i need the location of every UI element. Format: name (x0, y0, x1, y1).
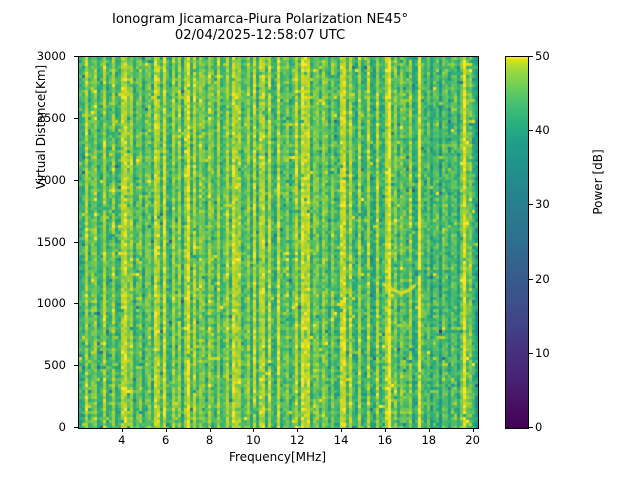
x-tick-mark (121, 428, 123, 432)
x-tick-label: 8 (205, 433, 214, 447)
x-tick-label: 18 (421, 433, 437, 447)
title-line-1: Ionogram Jicamarca-Piura Polarization NE… (111, 12, 409, 27)
x-tick-label: 10 (246, 433, 261, 447)
plot-axes (78, 56, 479, 429)
x-tick-mark (472, 428, 474, 432)
x-tick-label: 4 (118, 433, 126, 447)
y-tick-label: 500 (44, 358, 66, 373)
x-tick-mark (341, 428, 343, 432)
x-tick-label: 16 (377, 433, 393, 447)
y-tick-mark (74, 365, 78, 367)
x-axis-label: Frequency[MHz] (228, 450, 327, 464)
x-tick-mark (209, 428, 211, 432)
y-tick-label: 0 (58, 420, 66, 434)
colorbar-tick-mark (528, 352, 533, 354)
x-tick-mark (165, 428, 167, 432)
colorbar-tick-mark (528, 204, 533, 206)
colorbar-tick-mark (528, 56, 533, 57)
colorbar-label: Power [dB] (591, 149, 605, 215)
y-tick-label: 2500 (36, 110, 66, 125)
colorbar-tick-label: 30 (535, 197, 550, 212)
colorbar-tick-label: 20 (535, 271, 550, 286)
x-tick-mark (428, 428, 430, 432)
page-title: Ionogram Jicamarca-Piura Polarization NE… (0, 12, 520, 44)
y-tick-label: 2000 (36, 172, 66, 187)
colorbar-tick-mark (528, 278, 533, 280)
y-tick-label: 1000 (36, 296, 66, 311)
x-tick-label: 6 (162, 433, 170, 447)
x-tick-mark (253, 428, 255, 432)
colorbar-tick-label: 0 (535, 420, 543, 434)
x-tick-label: 20 (465, 433, 480, 447)
x-tick-label: 12 (289, 433, 305, 447)
y-tick-label: 3000 (36, 49, 66, 63)
title-line-2: 02/04/2025-12:58:07 UTC (174, 28, 346, 43)
colorbar (505, 56, 529, 429)
colorbar-tick-label: 50 (535, 49, 550, 63)
colorbar-tick-mark (528, 427, 533, 428)
y-tick-mark (74, 241, 78, 243)
y-tick-label: 1500 (36, 234, 66, 249)
y-tick-mark (74, 427, 78, 428)
x-tick-mark (384, 428, 386, 432)
x-tick-label: 14 (333, 433, 349, 447)
colorbar-tick-mark (528, 130, 533, 132)
x-tick-mark (297, 428, 299, 432)
y-tick-mark (74, 117, 78, 119)
y-axis-label: Virtual Distance[Km] (34, 64, 48, 190)
colorbar-tick-label: 10 (535, 345, 550, 360)
y-tick-mark (74, 179, 78, 181)
y-tick-mark (74, 56, 78, 57)
colorbar-tick-label: 40 (535, 123, 550, 138)
y-tick-mark (74, 303, 78, 305)
ionogram-heatmap (79, 57, 478, 428)
